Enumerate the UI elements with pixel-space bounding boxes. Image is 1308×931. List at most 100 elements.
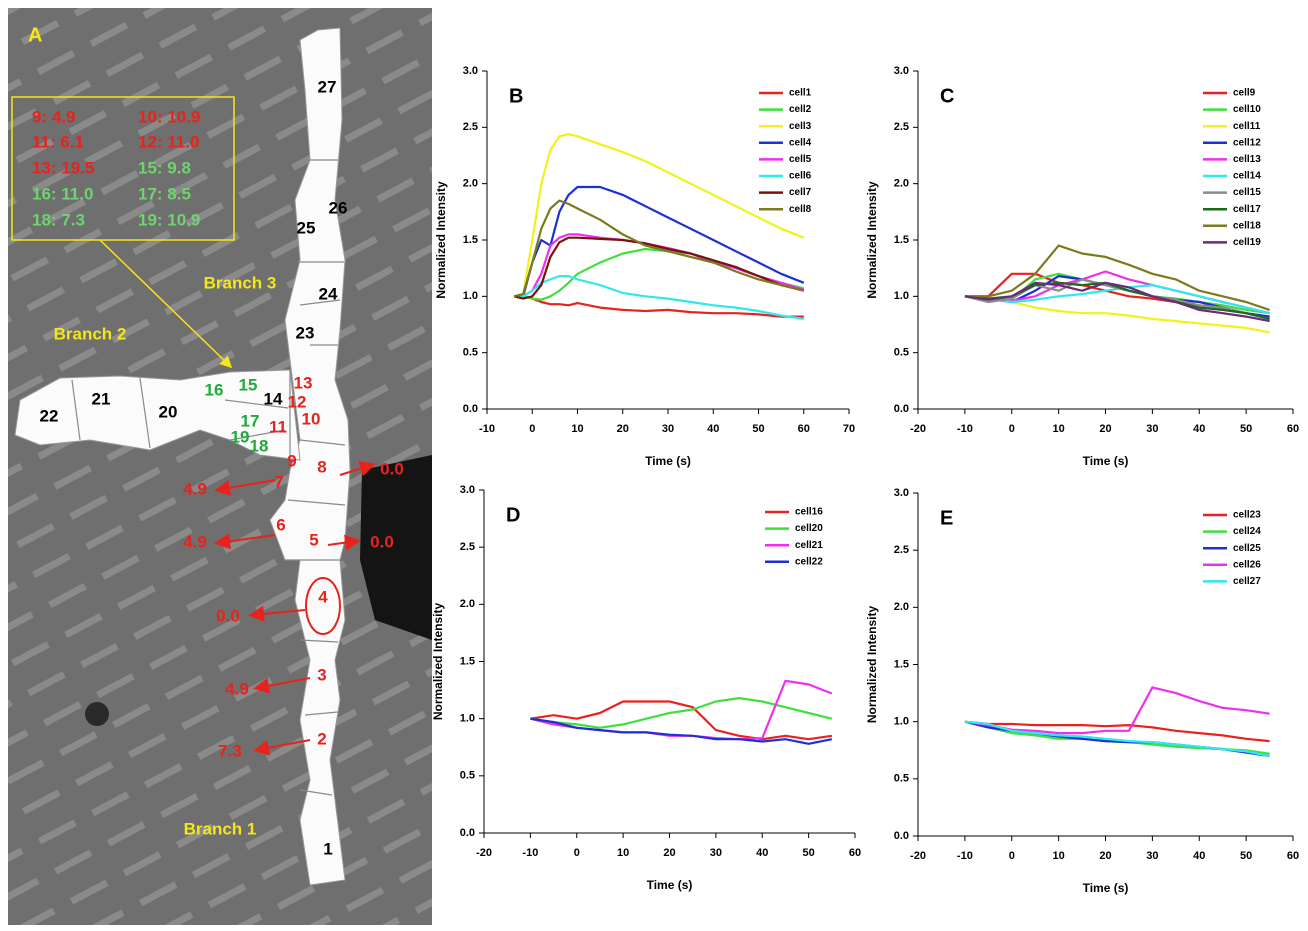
legend-label: cell21 [795, 540, 823, 551]
pore [85, 702, 109, 726]
y-tick-label: 2.0 [463, 178, 478, 190]
y-tick-label: 1.5 [460, 655, 475, 667]
cell-number: 22 [40, 406, 59, 425]
cell-number: 5 [309, 530, 318, 549]
y-tick-label: 1.0 [894, 290, 909, 302]
y-tick-label: 0.5 [894, 347, 909, 359]
y-tick-label: 2.5 [460, 541, 475, 553]
series-line [530, 679, 833, 741]
legend-label: cell27 [1233, 576, 1261, 587]
y-tick-label: 2.0 [894, 178, 909, 190]
callout-entry: 17: 8.5 [138, 184, 191, 203]
series-line [513, 236, 805, 300]
x-tick-label: -20 [910, 423, 926, 435]
cell-number: 12 [288, 392, 307, 411]
y-axis-label: Normalized Intensity [865, 605, 879, 723]
x-tick-label: 50 [1240, 423, 1252, 435]
series-line [513, 199, 805, 298]
x-tick-label: 30 [1146, 850, 1158, 862]
arrow [248, 605, 306, 622]
y-axis-label: Normalized Intensity [434, 181, 448, 299]
series-line [964, 686, 1270, 735]
x-tick-label: -10 [957, 850, 973, 862]
x-tick-label: 60 [1287, 850, 1299, 862]
cell-number: 18 [250, 436, 269, 455]
x-tick-label: 50 [803, 847, 815, 859]
y-tick-label: 2.5 [463, 121, 478, 133]
arrow-value: 0.0 [380, 459, 404, 478]
callout-entry: 9: 4.9 [32, 107, 75, 126]
cell-number: 1 [323, 839, 332, 858]
legend-label: cell3 [789, 121, 812, 132]
legend-label: cell1 [789, 88, 812, 99]
y-tick-label: 0.5 [463, 347, 478, 359]
legend-label: cell10 [1233, 104, 1261, 115]
x-tick-label: -20 [476, 847, 492, 859]
series-line [513, 133, 805, 298]
arrow [327, 534, 361, 551]
callout-arrow [99, 239, 233, 369]
callout-entry: 11: 6.1 [32, 132, 84, 151]
x-tick-label: 40 [756, 847, 768, 859]
chart: 0.0 0.5 1.0 1.5 2.0 2.5 3.0 -10 0 10 20 30 40 50 60 70 T… [434, 65, 855, 468]
callout-entry: 15: 9.8 [138, 158, 191, 177]
branch-label: Branch 3 [204, 273, 277, 292]
x-tick-label: 40 [707, 423, 719, 435]
panel-letter: A [28, 24, 42, 46]
x-tick-label: 0 [1009, 850, 1015, 862]
series-line [964, 720, 1270, 758]
x-tick-label: -10 [479, 423, 495, 435]
chart: 0.0 0.5 1.0 1.5 2.0 2.5 3.0 -20 -10 0 10 20 30 40 50 60… [865, 487, 1299, 895]
x-axis-label: Time (s) [647, 878, 693, 892]
arrow [214, 479, 276, 496]
legend-label: cell18 [1233, 220, 1261, 231]
x-tick-label: 40 [1193, 850, 1205, 862]
cell-number: 6 [276, 515, 285, 534]
series-line [964, 295, 1270, 334]
series-line [530, 700, 832, 741]
callout-entry: 19: 10.9 [138, 210, 200, 229]
y-axis-label: Normalized Intensity [431, 602, 445, 720]
y-tick-label: 1.5 [894, 234, 909, 246]
x-tick-label: 10 [1053, 423, 1065, 435]
y-tick-label: 1.5 [894, 658, 909, 670]
legend-label: cell5 [789, 154, 812, 165]
x-tick-label: -10 [957, 423, 973, 435]
cell-number: 19 [231, 427, 250, 446]
y-tick-label: 3.0 [894, 487, 909, 499]
cell-number: 23 [296, 323, 315, 342]
arrow-value: 0.0 [216, 606, 240, 625]
cell-number: 10 [302, 409, 321, 428]
legend-label: cell15 [1233, 187, 1261, 198]
x-tick-label: 10 [571, 423, 583, 435]
cell-number: 16 [205, 380, 224, 399]
legend-label: cell7 [789, 187, 812, 198]
arrow-value: 4.9 [183, 532, 207, 551]
y-tick-label: 0.0 [460, 827, 475, 839]
series-line [514, 275, 804, 320]
x-tick-label: 50 [752, 423, 764, 435]
panel-letter: D [506, 504, 520, 526]
legend-label: cell20 [795, 523, 823, 534]
legend-label: cell2 [789, 104, 812, 115]
callout-entry: 12: 11.0 [138, 132, 199, 151]
x-tick-label: 0 [574, 847, 580, 859]
y-tick-label: 1.0 [460, 713, 475, 725]
series-line [964, 244, 1270, 311]
arrow [253, 677, 311, 694]
x-tick-label: 10 [1053, 850, 1065, 862]
branch-label: Branch 1 [184, 819, 257, 838]
x-tick-label: 20 [1099, 850, 1111, 862]
dark-region [360, 455, 432, 640]
x-tick-label: 10 [617, 847, 629, 859]
callout-entry: 13: 19.5 [32, 158, 94, 177]
arrow-value: 7.3 [218, 741, 242, 760]
y-tick-label: 3.0 [463, 65, 478, 77]
legend-label: cell26 [1233, 559, 1261, 570]
x-axis-label: Time (s) [1083, 881, 1129, 895]
series-line [530, 697, 833, 729]
cell-number: 8 [317, 457, 326, 476]
legend-label: cell4 [789, 137, 812, 148]
legend-label: cell24 [1233, 526, 1261, 537]
